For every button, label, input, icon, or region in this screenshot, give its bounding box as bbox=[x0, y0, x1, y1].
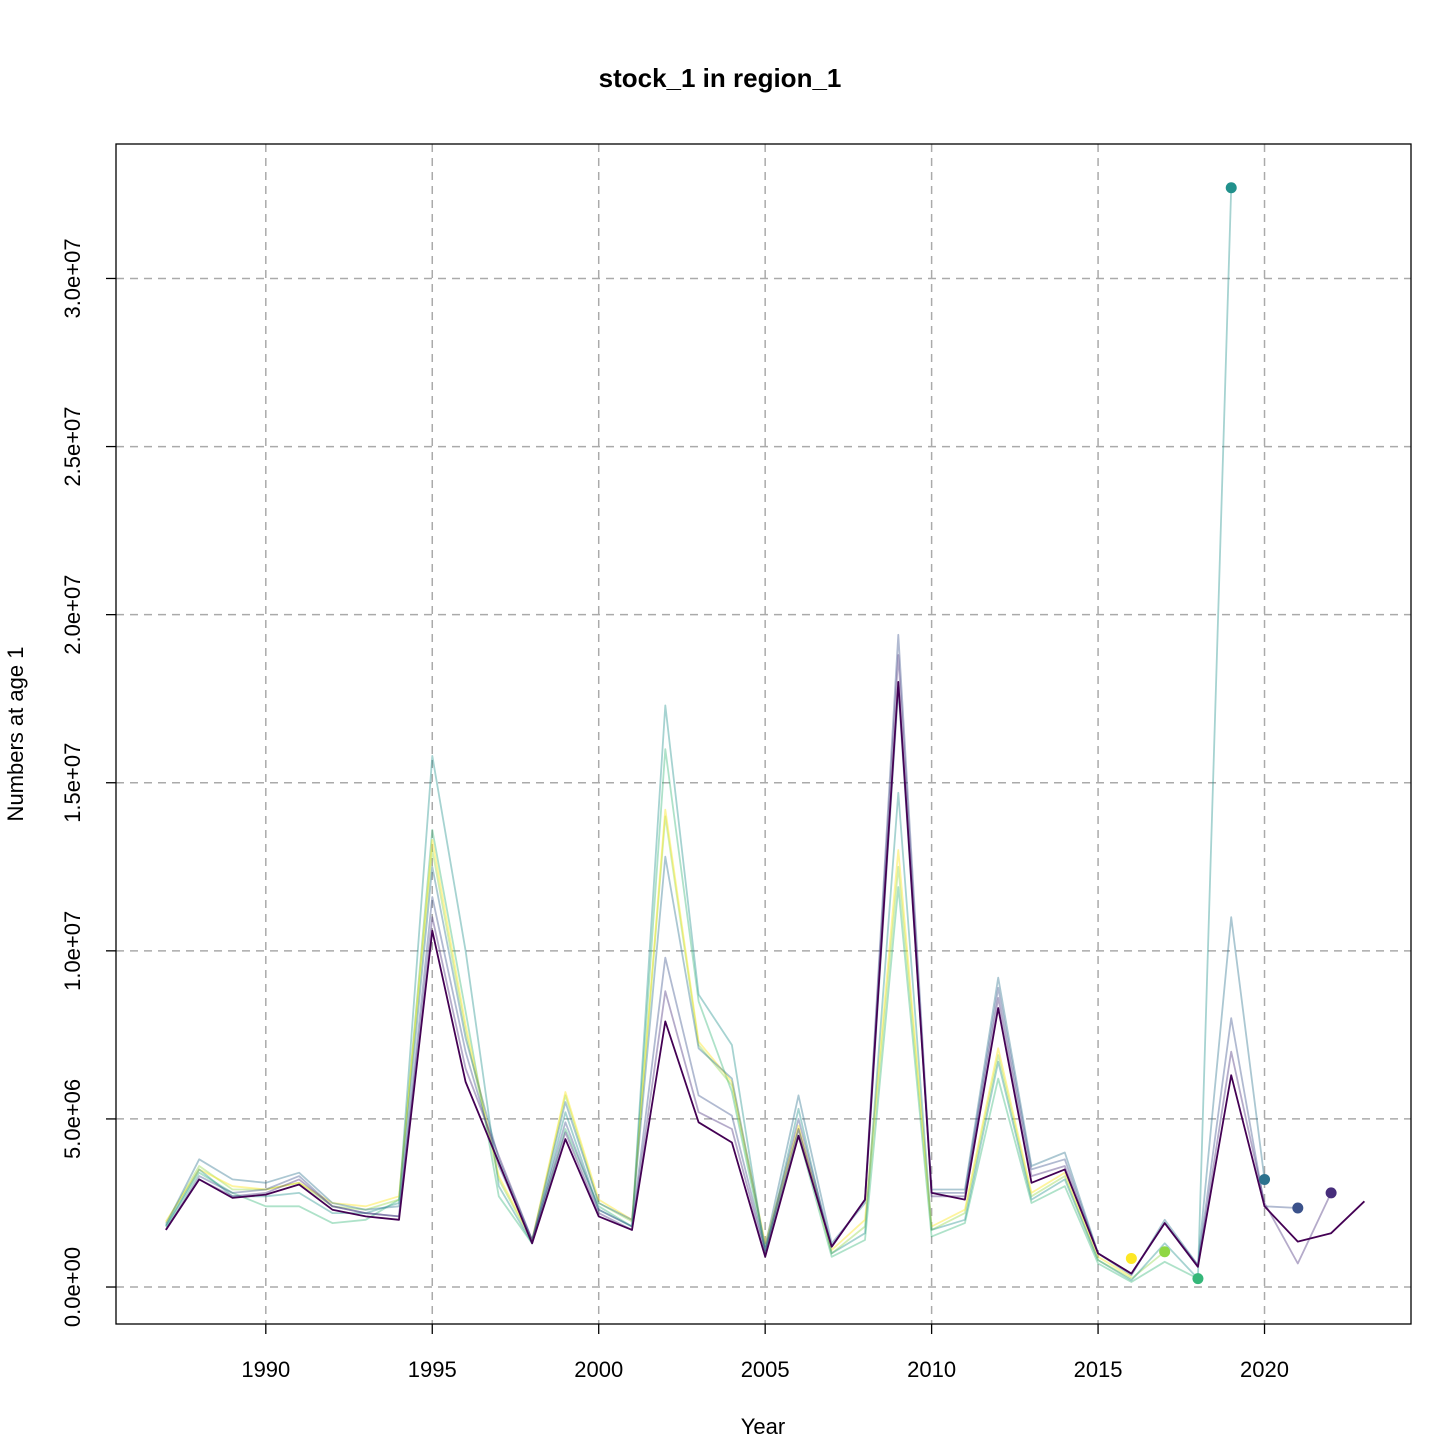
plot-frame bbox=[115, 143, 1412, 1325]
y-tick-label: 2.5e+07 bbox=[60, 406, 85, 486]
x-tick-label: 1990 bbox=[241, 1357, 290, 1382]
y-tick-label: 3.0e+07 bbox=[60, 238, 85, 318]
marker-layer bbox=[1125, 182, 1337, 1285]
y-axis: 0.0e+00 5.0e+06 1.0e+07 1.5e+07 2.0e+07 2.5e+… bbox=[60, 238, 116, 1327]
y-axis-label: Numbers at age 1 bbox=[3, 647, 28, 822]
x-axis: 1990 1995 2000 2005 2010 2015 2020 bbox=[241, 1324, 1289, 1382]
y-tick-label: 1.0e+07 bbox=[60, 911, 85, 991]
point-marker-7 bbox=[1325, 1187, 1337, 1199]
series-line-1 bbox=[165, 748, 1199, 1283]
x-tick-label: 2010 bbox=[907, 1357, 956, 1382]
series-line-3 bbox=[165, 808, 1132, 1278]
point-marker-6 bbox=[1292, 1202, 1304, 1214]
series-line-2 bbox=[165, 815, 1166, 1280]
y-tick-label: 5.0e+06 bbox=[60, 1079, 85, 1159]
chart-title: stock_1 in region_1 bbox=[599, 63, 842, 93]
point-marker-3 bbox=[1192, 1273, 1204, 1285]
series-line-4 bbox=[165, 187, 1233, 1282]
series-line-5 bbox=[165, 687, 1266, 1277]
point-marker-5 bbox=[1259, 1173, 1271, 1185]
x-tick-label: 1995 bbox=[408, 1357, 457, 1382]
point-marker-1 bbox=[1125, 1252, 1137, 1264]
point-marker-2 bbox=[1159, 1246, 1171, 1258]
x-tick-label: 2000 bbox=[574, 1357, 623, 1382]
x-tick-label: 2005 bbox=[741, 1357, 790, 1382]
series-layer bbox=[165, 187, 1366, 1283]
x-tick-label: 2015 bbox=[1074, 1357, 1123, 1382]
point-marker-4 bbox=[1225, 182, 1237, 194]
series-line-6 bbox=[165, 633, 1298, 1275]
y-tick-label: 0.0e+00 bbox=[60, 1247, 85, 1327]
x-tick-label: 2020 bbox=[1240, 1357, 1289, 1382]
series-line-8 bbox=[165, 681, 1366, 1275]
grid bbox=[116, 144, 1411, 1324]
y-tick-label: 2.0e+07 bbox=[60, 575, 85, 655]
x-axis-label: Year bbox=[741, 1414, 785, 1439]
y-tick-label: 1.5e+07 bbox=[60, 743, 85, 823]
